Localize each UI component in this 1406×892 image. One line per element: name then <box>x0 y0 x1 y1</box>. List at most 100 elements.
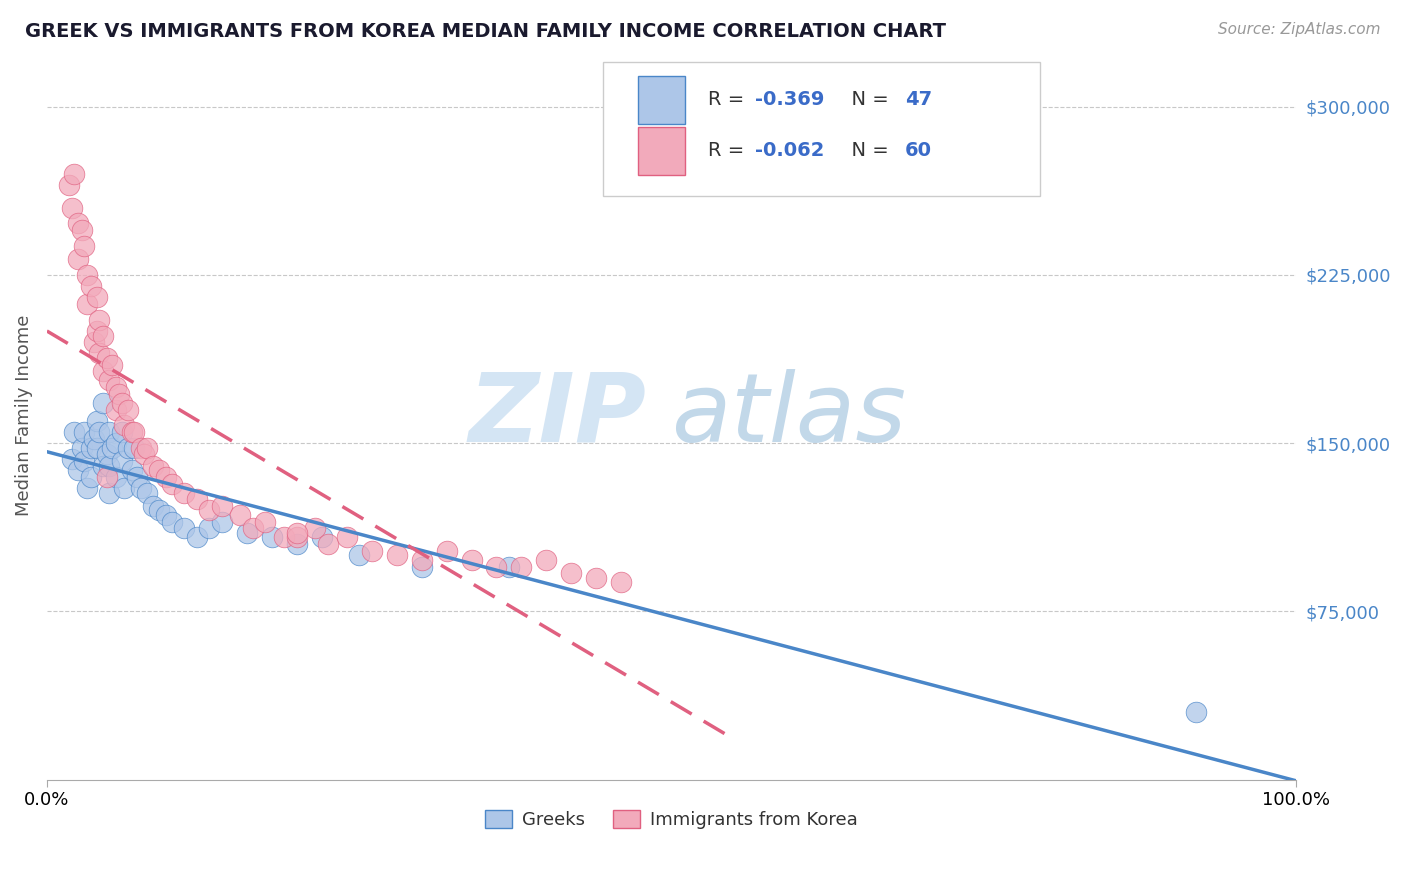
Point <box>79 441 101 455</box>
Point <box>242 521 264 535</box>
Point <box>585 571 607 585</box>
Point <box>560 566 582 581</box>
Point <box>186 530 208 544</box>
Text: GREEK VS IMMIGRANTS FROM KOREA MEDIAN FAMILY INCOME CORRELATION CHART: GREEK VS IMMIGRANTS FROM KOREA MEDIAN FA… <box>25 22 946 41</box>
Text: R =: R = <box>707 142 749 161</box>
Point <box>235 525 257 540</box>
Point <box>610 575 633 590</box>
Bar <box>637 128 685 175</box>
Point <box>67 216 90 230</box>
Point <box>121 463 143 477</box>
Point <box>142 499 165 513</box>
Point <box>155 508 177 522</box>
Point <box>273 530 295 544</box>
Point <box>135 441 157 455</box>
Point <box>79 279 101 293</box>
Text: R =: R = <box>707 90 749 110</box>
Point <box>117 402 139 417</box>
Point <box>285 525 308 540</box>
Point <box>254 515 277 529</box>
Point <box>411 559 433 574</box>
Point <box>76 481 98 495</box>
Point <box>117 441 139 455</box>
Point <box>285 530 308 544</box>
Point <box>111 396 134 410</box>
Point <box>125 470 148 484</box>
Legend: Greeks, Immigrants from Korea: Greeks, Immigrants from Korea <box>477 803 865 836</box>
Point <box>91 396 114 410</box>
Point <box>142 458 165 473</box>
Text: Source: ZipAtlas.com: Source: ZipAtlas.com <box>1218 22 1381 37</box>
Point <box>129 441 152 455</box>
Point <box>229 508 252 522</box>
Point <box>436 544 458 558</box>
Point <box>89 425 111 439</box>
Point <box>121 425 143 439</box>
FancyBboxPatch shape <box>603 62 1040 196</box>
Text: 60: 60 <box>905 142 932 161</box>
Point <box>112 481 135 495</box>
Point <box>67 463 90 477</box>
Point <box>91 364 114 378</box>
Point <box>285 537 308 551</box>
Point <box>91 328 114 343</box>
Point <box>104 470 127 484</box>
Point <box>76 268 98 282</box>
Point <box>148 503 170 517</box>
Point <box>104 402 127 417</box>
Point <box>98 425 121 439</box>
Point <box>98 458 121 473</box>
Point <box>111 425 134 439</box>
Point <box>96 447 118 461</box>
Point <box>58 178 80 193</box>
Point <box>108 387 131 401</box>
Point <box>211 515 233 529</box>
Text: ZIP: ZIP <box>468 368 647 462</box>
Text: N =: N = <box>839 90 894 110</box>
Point <box>124 425 146 439</box>
Point <box>91 458 114 473</box>
Bar <box>637 76 685 124</box>
Point <box>129 481 152 495</box>
Point <box>96 351 118 365</box>
Point <box>186 492 208 507</box>
Point <box>104 380 127 394</box>
Point <box>211 499 233 513</box>
Point <box>89 313 111 327</box>
Point <box>536 553 558 567</box>
Point <box>86 324 108 338</box>
Point <box>73 454 96 468</box>
Point <box>460 553 482 567</box>
Point <box>67 252 90 267</box>
Point <box>83 432 105 446</box>
Point <box>63 167 86 181</box>
Point <box>198 503 221 517</box>
Point <box>135 485 157 500</box>
Point <box>101 441 124 455</box>
Point <box>260 530 283 544</box>
Text: 47: 47 <box>905 90 932 110</box>
Point <box>70 441 93 455</box>
Point <box>98 485 121 500</box>
Point <box>63 425 86 439</box>
Point <box>89 346 111 360</box>
Point <box>385 549 408 563</box>
Point <box>311 530 333 544</box>
Point <box>83 335 105 350</box>
Point <box>198 521 221 535</box>
Point <box>73 239 96 253</box>
Point <box>160 515 183 529</box>
Point <box>360 544 382 558</box>
Point <box>155 470 177 484</box>
Point <box>485 559 508 574</box>
Point <box>411 553 433 567</box>
Y-axis label: Median Family Income: Median Family Income <box>15 315 32 516</box>
Point <box>98 373 121 387</box>
Point <box>498 559 520 574</box>
Point <box>70 223 93 237</box>
Point <box>124 441 146 455</box>
Text: atlas: atlas <box>671 368 907 462</box>
Point <box>347 549 370 563</box>
Point <box>336 530 359 544</box>
Point <box>111 454 134 468</box>
